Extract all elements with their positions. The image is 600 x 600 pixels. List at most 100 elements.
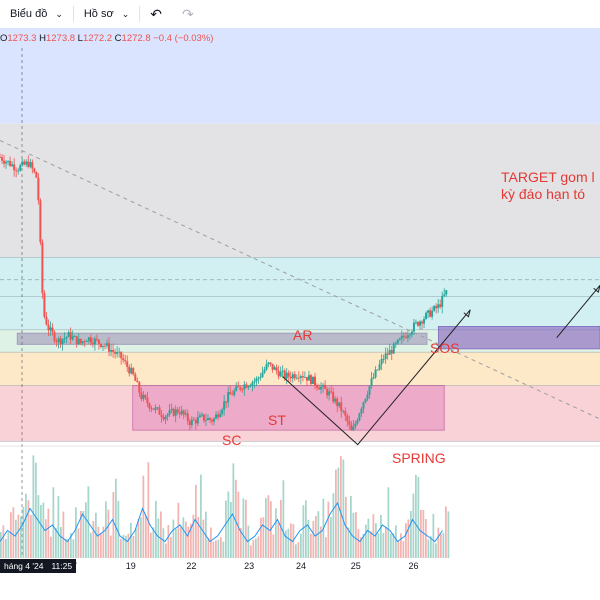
candle-body <box>332 392 335 402</box>
open-value: 1273.3 <box>7 33 37 44</box>
volume-bar <box>340 456 342 558</box>
candle-body <box>394 343 397 345</box>
volume-bar <box>400 533 402 558</box>
blue-zone <box>0 28 600 124</box>
profile-menu[interactable]: Hồ sơ ⌄ <box>74 0 139 28</box>
candle-body <box>87 337 90 342</box>
candle-body <box>328 391 331 396</box>
candle-body <box>336 398 339 407</box>
volume-bar <box>20 516 22 558</box>
volume-bar <box>130 522 132 558</box>
candle-body <box>172 408 175 416</box>
candle-body <box>176 409 179 413</box>
volume-bar <box>35 462 37 558</box>
chevron-down-icon: ⌄ <box>55 8 63 19</box>
candle-body <box>408 334 411 336</box>
candle-body <box>43 293 46 317</box>
volume-bar <box>342 459 345 558</box>
candle-body <box>196 417 199 424</box>
candle-body <box>47 324 50 331</box>
candle-body <box>7 160 10 162</box>
x-axis: 17192223242526 <box>67 561 419 571</box>
volume-bar <box>232 463 235 558</box>
volume-bar <box>442 532 445 558</box>
candle-body <box>27 161 30 167</box>
candle-body <box>416 321 419 326</box>
candle-body <box>423 318 426 324</box>
volume-bar <box>435 543 437 558</box>
volume-bar <box>92 520 95 558</box>
open-label: O <box>0 33 8 44</box>
low-value: 1272.2 <box>82 33 113 44</box>
volume-bar <box>437 527 440 558</box>
redo-icon[interactable]: ↷ <box>181 5 194 22</box>
candle-body <box>211 419 214 422</box>
volume-bar <box>292 524 295 558</box>
x-tick-label: 25 <box>351 561 361 571</box>
candle-body <box>277 370 280 377</box>
candle-body <box>71 336 74 340</box>
volume-bar <box>307 519 310 558</box>
volume-bar <box>142 475 145 558</box>
volume-bar <box>37 495 40 558</box>
toolbar-divider <box>139 6 141 22</box>
candle-body <box>273 367 276 370</box>
candle-body <box>17 170 20 172</box>
volume-bar <box>85 502 87 558</box>
candle-body <box>354 423 357 427</box>
candle-body <box>265 364 268 370</box>
candle-body <box>19 165 22 171</box>
candle-body <box>374 369 377 378</box>
candle-body <box>3 160 6 164</box>
candle-body <box>209 418 211 420</box>
candle-body <box>390 350 393 354</box>
volume-bar <box>285 530 287 558</box>
candle-body <box>400 335 403 339</box>
x-tick-label: 19 <box>126 561 136 571</box>
candle-body <box>324 384 327 389</box>
volume-bar <box>160 511 162 558</box>
volume-bar <box>80 510 82 558</box>
candle-body <box>445 290 448 295</box>
volume-bar <box>32 455 35 558</box>
volume-bar <box>5 538 7 558</box>
candle-body <box>249 385 252 387</box>
undo-icon[interactable]: ↶ <box>150 5 162 22</box>
volume-bar <box>245 499 247 558</box>
volume-bar <box>275 508 277 558</box>
candle-body <box>330 391 333 393</box>
downtrend-dashed-line <box>0 139 600 420</box>
volume-bar <box>162 528 165 558</box>
candle-body <box>267 362 270 365</box>
candle-body <box>396 339 399 344</box>
volume-bar <box>315 516 317 558</box>
volume-bar <box>380 514 382 558</box>
candle-body <box>118 351 121 353</box>
volume-bar <box>317 511 320 558</box>
volume-bar <box>287 528 290 558</box>
chart-menu[interactable]: Biểu đồ ⌄ <box>0 0 73 28</box>
volume-bar <box>357 529 360 558</box>
candle-body <box>279 371 282 377</box>
volume-bar <box>272 534 275 558</box>
volume-bar <box>372 514 375 558</box>
candle-body <box>126 361 129 367</box>
volume-bar <box>60 526 62 558</box>
candle-body <box>164 416 167 420</box>
volume-bar <box>107 509 110 558</box>
volume-bar <box>140 517 142 558</box>
candle-body <box>287 372 290 377</box>
volume-bar <box>177 502 180 558</box>
price-chart[interactable]: TARGET gom l kỳ đáo hạn tó AR ST SC SPRI… <box>0 28 600 580</box>
candle-body <box>184 413 187 415</box>
candle-body <box>120 351 123 359</box>
volume-bar <box>10 512 12 558</box>
candle-body <box>213 418 216 422</box>
candle-body <box>299 376 302 379</box>
candle-body <box>253 381 256 383</box>
volume-bar <box>385 527 387 558</box>
candle-body <box>402 335 405 337</box>
candle-body <box>307 375 310 381</box>
candle-body <box>128 366 131 374</box>
candle-body <box>241 389 244 391</box>
